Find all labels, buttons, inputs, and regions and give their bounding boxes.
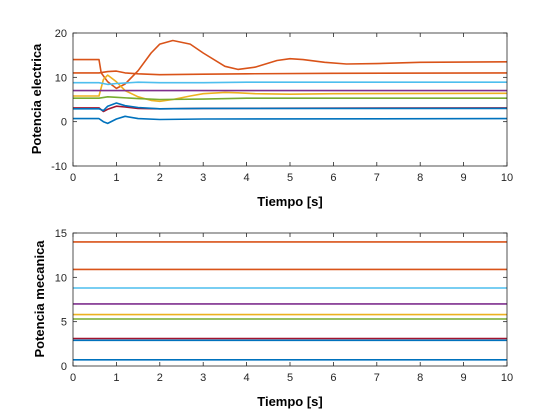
mechanical-power-subplot: 0 1 2 3 4 5 6 7 8 9 10 0 5 10 15 Tiempo [s] Potencia m…: [32, 228, 513, 409]
x-tick-label: 10: [501, 172, 513, 184]
x-tick-label: 9: [461, 372, 467, 384]
y-tick-label: 10: [55, 72, 67, 84]
x-tick-label: 6: [330, 172, 336, 184]
y-axis-label: Potencia electrica: [29, 43, 44, 154]
y-tick-label: 0: [61, 117, 67, 129]
x-tick-label: 5: [287, 172, 293, 184]
x-tick-label: 8: [417, 372, 423, 384]
x-tick-label: 0: [70, 172, 76, 184]
y-tick-label: 5: [61, 317, 67, 329]
x-tick-label: 8: [417, 172, 423, 184]
series-line-2: [73, 39, 508, 90]
y-tick-label: 15: [55, 228, 67, 240]
x-axis-label: Tiempo [s]: [257, 394, 323, 409]
x-tick-label: 7: [374, 372, 380, 384]
x-tick-label: 2: [157, 372, 163, 384]
x-tick-label: 1: [113, 172, 119, 184]
y-axis-label: Potencia mecanica: [32, 240, 47, 358]
plot-area: [73, 33, 507, 166]
plot-area: [73, 233, 507, 366]
x-tick-label: 1: [113, 372, 119, 384]
series-line-8: [73, 102, 507, 112]
x-tick-label: 0: [70, 372, 76, 384]
x-tick-label: 3: [200, 372, 206, 384]
x-tick-label: 7: [374, 172, 380, 184]
series-line-6: [73, 81, 507, 86]
x-tick-label: 4: [244, 172, 250, 184]
x-tick-label: 4: [244, 372, 250, 384]
x-tick-label: 6: [330, 372, 336, 384]
x-axis-label: Tiempo [s]: [257, 194, 323, 209]
x-tick-label: 3: [200, 172, 206, 184]
x-tick-label: 2: [157, 172, 163, 184]
y-tick-label: -10: [51, 161, 67, 173]
x-tick-label: 10: [501, 372, 513, 384]
y-tick-label: 10: [55, 272, 67, 284]
y-tick-label: 20: [55, 28, 67, 40]
series-line-5: [73, 96, 507, 101]
x-tick-label: 5: [287, 372, 293, 384]
series-line-9: [73, 70, 508, 76]
y-tick-label: 0: [61, 361, 67, 373]
series-line-1: [73, 115, 508, 125]
x-tick-label: 9: [461, 172, 467, 184]
series-line-3: [73, 74, 508, 103]
